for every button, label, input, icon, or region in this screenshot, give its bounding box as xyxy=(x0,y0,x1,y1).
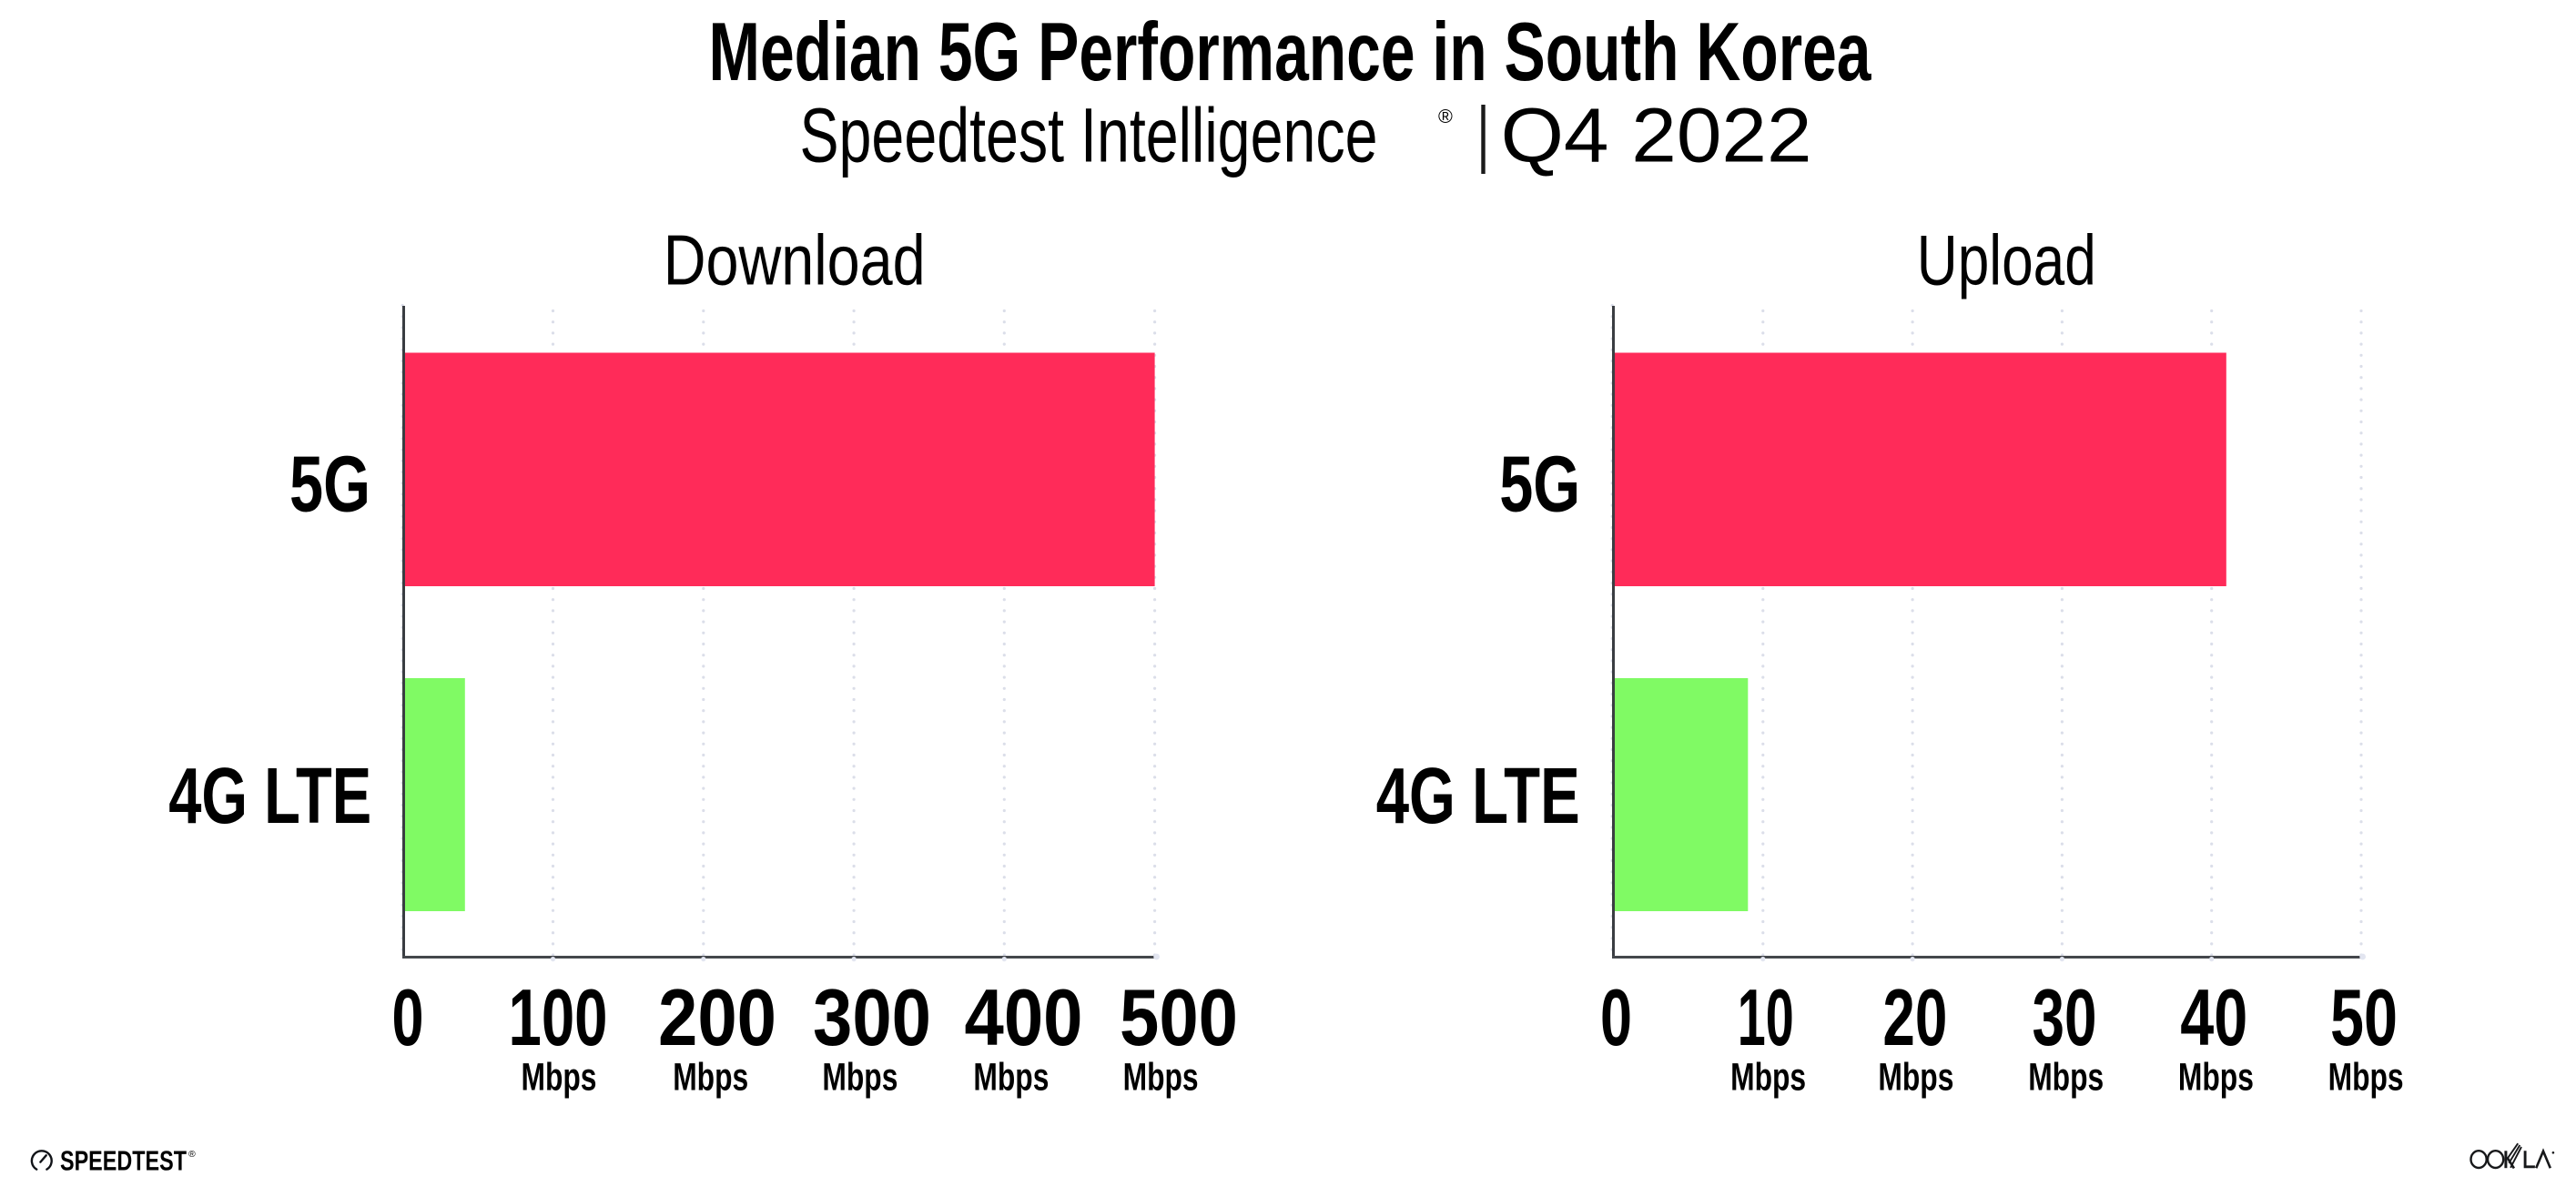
svg-text:40: 40 xyxy=(2180,972,2247,1062)
svg-text:4G LTE: 4G LTE xyxy=(1376,752,1580,840)
svg-text:30: 30 xyxy=(2033,972,2097,1062)
svg-text:200: 200 xyxy=(658,972,776,1062)
svg-text:Mbps: Mbps xyxy=(2178,1055,2254,1099)
svg-text:Median 5G Performance in South: Median 5G Performance in South Korea xyxy=(709,6,1871,98)
svg-text:0: 0 xyxy=(1600,972,1632,1062)
svg-text:100: 100 xyxy=(509,972,608,1062)
svg-text:Mbps: Mbps xyxy=(822,1055,898,1099)
svg-text:5G: 5G xyxy=(1499,441,1580,529)
svg-text:Mbps: Mbps xyxy=(973,1055,1049,1099)
svg-text:300: 300 xyxy=(813,972,931,1062)
svg-text:Mbps: Mbps xyxy=(1878,1055,1953,1099)
svg-text:Speedtest Intelligence: Speedtest Intelligence xyxy=(800,93,1378,178)
svg-text:Mbps: Mbps xyxy=(522,1055,597,1099)
svg-text:®: ® xyxy=(1438,106,1453,127)
svg-text:500: 500 xyxy=(1120,972,1238,1062)
svg-text:Mbps: Mbps xyxy=(2328,1055,2404,1099)
svg-text:®: ® xyxy=(188,1149,196,1160)
svg-text:0: 0 xyxy=(392,972,424,1062)
svg-text:4G LTE: 4G LTE xyxy=(168,752,371,840)
svg-text:10: 10 xyxy=(1738,972,1794,1062)
svg-text:Mbps: Mbps xyxy=(1730,1055,1806,1099)
svg-text:Mbps: Mbps xyxy=(2028,1055,2104,1099)
svg-text:5G: 5G xyxy=(289,441,370,529)
svg-text:Mbps: Mbps xyxy=(1123,1055,1199,1099)
svg-text:Upload: Upload xyxy=(1917,220,2096,300)
svg-text:Mbps: Mbps xyxy=(673,1055,748,1099)
svg-text:400: 400 xyxy=(965,972,1083,1062)
svg-text:20: 20 xyxy=(1882,972,1947,1062)
svg-text:Q4 2022: Q4 2022 xyxy=(1501,93,1812,178)
svg-text:50: 50 xyxy=(2330,972,2398,1062)
svg-text:Download: Download xyxy=(664,220,926,300)
svg-text:SPEEDTEST: SPEEDTEST xyxy=(60,1145,187,1177)
